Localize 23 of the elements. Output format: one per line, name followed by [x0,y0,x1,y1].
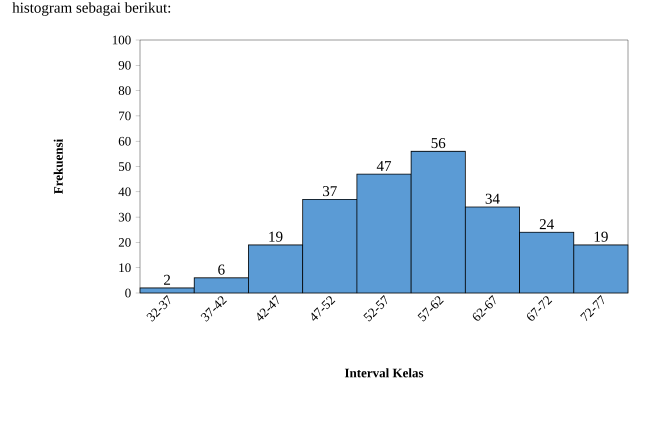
y-tick-label: 50 [118,162,131,171]
y-tick-label: 40 [118,187,131,196]
y-tick-label: 0 [125,288,131,298]
y-tick-label: 20 [118,238,131,247]
y-tick-label: 60 [118,136,131,146]
y-tick-label: 70 [119,112,131,120]
data-label: 24 [540,219,554,230]
data-label: 2 [164,274,170,285]
text: histogram sebagai berikut: [12,2,170,16]
data-label: 6 [218,264,225,275]
data-label: 19 [269,232,282,242]
data-label: 56 [432,138,446,148]
data-label: 37 [323,186,337,196]
y-tick-label: 80 [118,86,131,95]
data-label: 19 [594,232,608,242]
y-tick-label: 10 [119,263,131,272]
y-axis-title: Frekuensi [54,139,63,194]
data-label: 47 [376,161,392,171]
x-axis-title: Interval Kelas [344,368,424,378]
y-tick-label: 100 [112,36,131,44]
y-tick-label: 90 [118,60,131,70]
data-label: 34 [486,194,500,204]
y-tick-label: 30 [118,212,131,222]
